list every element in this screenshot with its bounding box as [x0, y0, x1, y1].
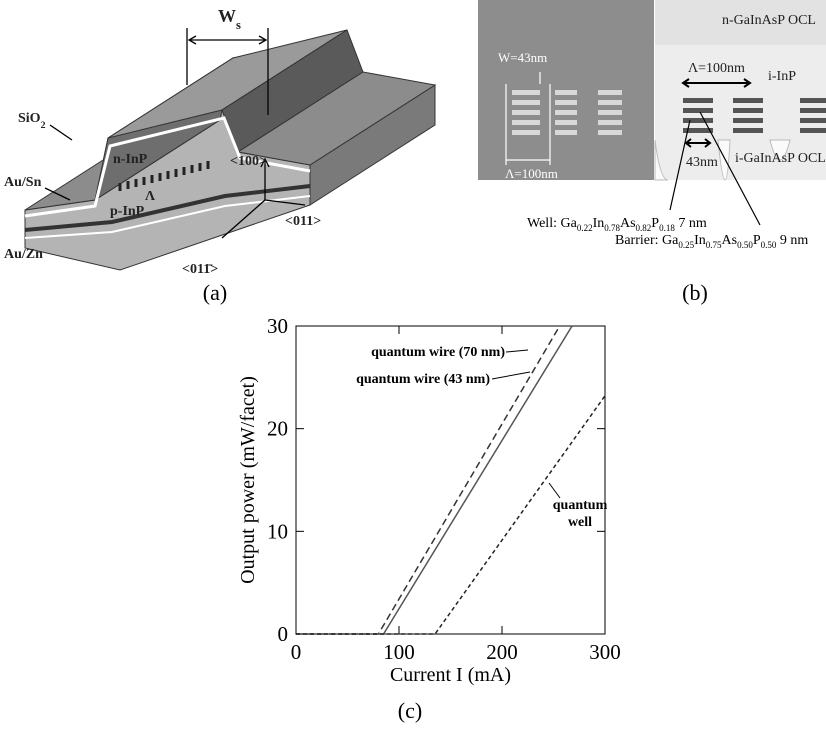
schematic-label: i-GaInAsP OCL — [735, 151, 826, 166]
sem-label: W=43nm — [498, 50, 547, 65]
formula: Well: Ga0.22In0.78As0.82P0.18 7 nm — [527, 216, 707, 233]
label-text: n-InP — [113, 152, 148, 167]
sem-wires — [512, 90, 622, 135]
chart-c: 0 100 200 300 0 10 20 30 Current I (mA) Output po… — [237, 314, 621, 723]
formula-text: In — [694, 233, 706, 248]
active-layer — [24, 184, 311, 232]
label-text: p-InP — [110, 204, 145, 219]
series-label: quantum well — [552, 498, 608, 530]
diagram-label: Au/Sn — [4, 175, 42, 190]
x-tick-label: 200 — [486, 640, 518, 664]
schematic-label: Λ=100nm — [688, 61, 745, 76]
inp-regions — [654, 139, 791, 181]
annotation-arrow — [491, 371, 531, 380]
series-label: quantum wire (43 nm) — [356, 372, 490, 387]
formula-text: 7 nm — [675, 216, 707, 231]
annotation-arrow — [548, 482, 561, 499]
label-text: <100> — [230, 154, 267, 169]
formula-subscript: 0.22 — [577, 223, 593, 233]
series-label: quantum wire (70 nm) — [371, 345, 505, 360]
label-text: Λ — [145, 189, 155, 204]
ocl-band — [655, 0, 826, 45]
top-face — [236, 71, 437, 166]
y-tick-label: 30 — [267, 314, 288, 338]
label-subscript: s — [236, 18, 241, 32]
label-text: Au/Zn — [4, 247, 43, 262]
formula-subscript: 0.78 — [604, 223, 620, 233]
x-tick-label: 100 — [383, 640, 415, 664]
y-tick-label: 0 — [278, 622, 289, 646]
sio2-layer — [24, 116, 311, 218]
diagram-label: <011> — [285, 214, 321, 229]
formula-subscript: 0.50 — [761, 240, 777, 250]
schematic-label: n-GaInAsP OCL — [722, 13, 816, 28]
formula: Barrier: Ga0.25In0.75As0.50P0.50 9 nm — [615, 233, 808, 250]
label-text: Au/Sn — [4, 175, 42, 190]
formula-text: Well: Ga — [527, 216, 578, 231]
schematic-arrows — [669, 78, 761, 226]
formula-text: P — [651, 216, 659, 231]
formula-subscript: 0.75 — [706, 240, 722, 250]
diagram-label: <011̄> — [182, 262, 218, 277]
y-tick-label: 10 — [267, 519, 288, 543]
sem-markers — [505, 72, 551, 165]
diagram-label: p-InP — [110, 204, 145, 219]
caption: (a) — [203, 280, 227, 305]
x-axis-label: Current I (mA) — [390, 664, 511, 686]
schematic-label: 43nm — [686, 155, 718, 170]
formula-subscript: 0.18 — [659, 223, 675, 233]
annotation-arrow — [505, 349, 529, 353]
sem-label: Λ=100nm — [505, 166, 558, 181]
laser-diagram — [24, 28, 437, 271]
formula-subscript: 0.25 — [678, 240, 694, 250]
diagram-label: Au/Zn — [4, 247, 43, 262]
formula-subscript: 0.82 — [636, 223, 652, 233]
formula-text: P — [753, 233, 761, 248]
formula-subscript: 0.50 — [737, 240, 753, 250]
schematic-wires — [683, 98, 826, 133]
diagram-label: Ws — [218, 6, 241, 32]
label-text: SiO — [18, 111, 41, 126]
plot-frame — [295, 325, 606, 635]
x-tick-label: 300 — [589, 640, 621, 664]
caption: (c) — [398, 698, 422, 723]
layer — [24, 195, 311, 239]
label-text: <011> — [285, 214, 321, 229]
grating — [118, 161, 210, 191]
label-subscript: 2 — [41, 120, 46, 131]
diagram-label: SiO2 — [18, 111, 46, 131]
sem-image — [478, 0, 826, 226]
dimension-arrows — [44, 28, 306, 239]
formula-text: Barrier: Ga — [615, 233, 679, 248]
y-tick-label: 20 — [267, 417, 288, 441]
label-text: <011̄> — [182, 262, 218, 277]
diagram-label: n-InP — [113, 152, 148, 167]
formula-text: 9 nm — [776, 233, 808, 248]
formula-text: As — [620, 216, 636, 231]
label-text: W — [218, 6, 236, 26]
diagram-label: Λ — [145, 189, 155, 204]
formula-text: In — [593, 216, 605, 231]
y-axis-label: Output power (mW/facet) — [237, 376, 259, 584]
x-tick-label: 0 — [291, 640, 302, 664]
diagram-label: <100> — [230, 154, 267, 169]
caption: (b) — [682, 280, 708, 305]
schematic-label: i-InP — [768, 69, 796, 84]
formula-text: As — [722, 233, 738, 248]
